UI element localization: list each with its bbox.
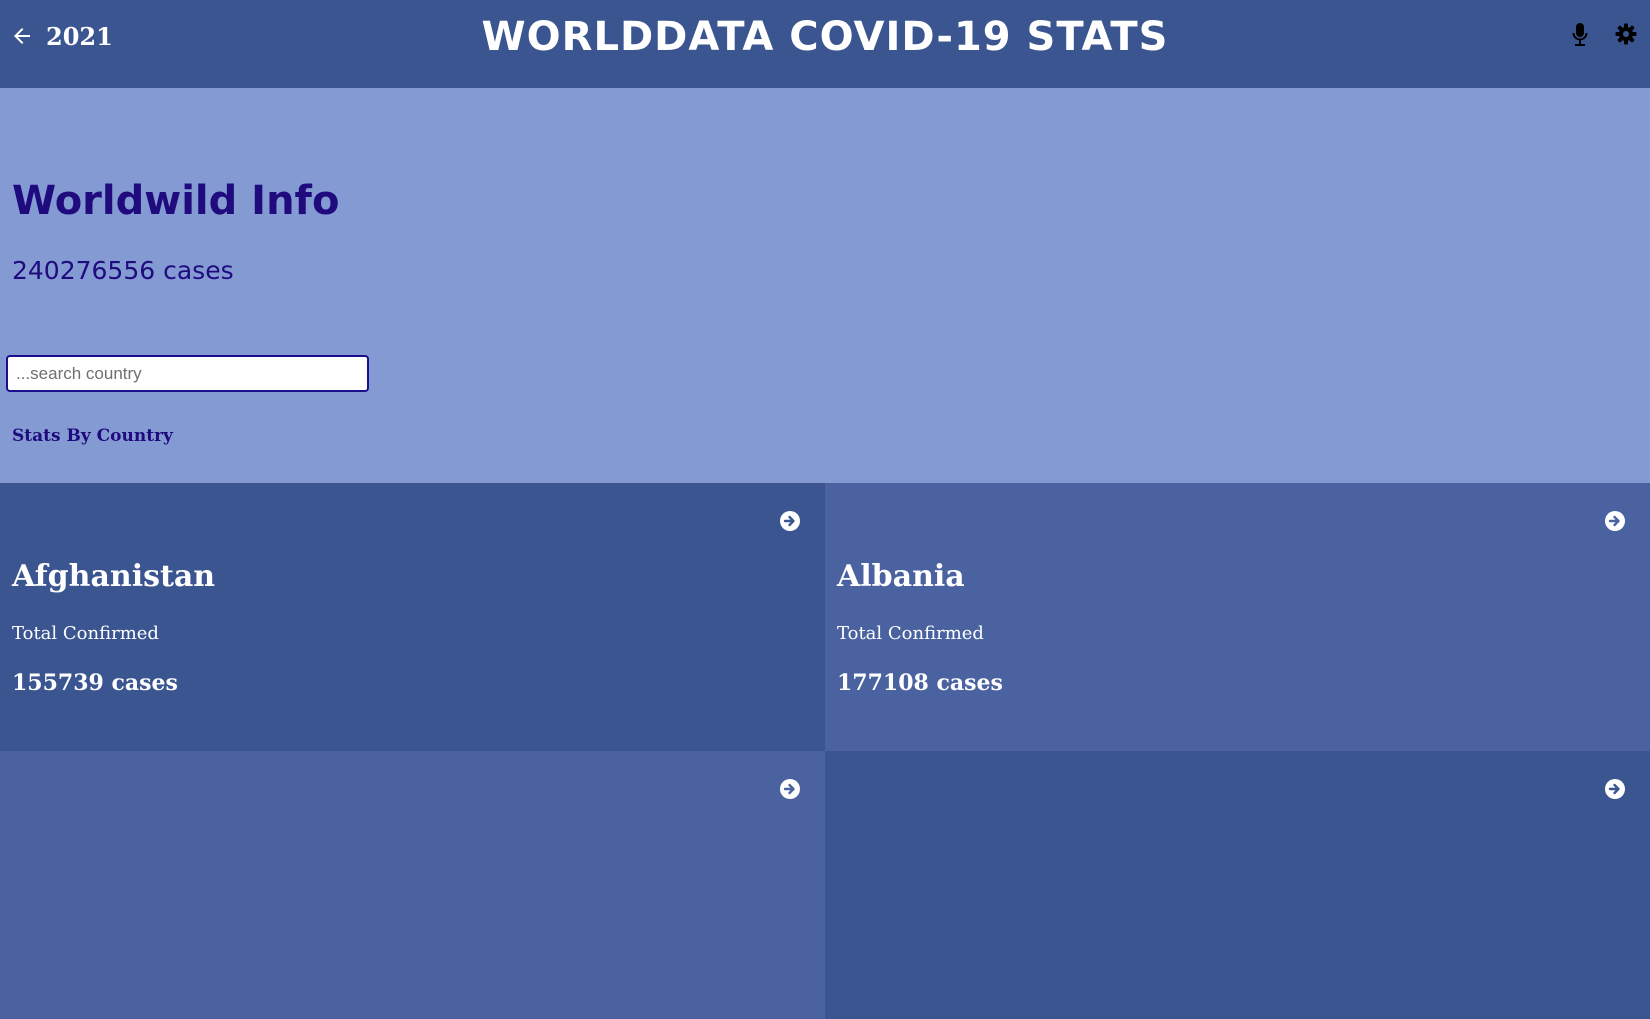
microphone-icon[interactable] — [1572, 22, 1588, 48]
country-card-afghanistan[interactable]: Afghanistan Total Confirmed 155739 cases — [0, 483, 825, 751]
arrow-circle-right-icon[interactable] — [779, 510, 801, 532]
confirmed-cases-value: 177108 cases — [837, 670, 1003, 696]
country-card[interactable] — [825, 751, 1650, 1019]
worldwide-title: Worldwild Info — [12, 178, 340, 224]
stats-by-country-label: Stats By Country — [12, 426, 173, 446]
arrow-left-icon — [14, 28, 30, 44]
total-confirmed-label: Total Confirmed — [837, 623, 984, 644]
country-name: Albania — [837, 559, 965, 594]
year-label: 2021 — [46, 21, 113, 51]
app-title: WORLDDATA COVID-19 STATS — [481, 14, 1169, 60]
country-grid: Afghanistan Total Confirmed 155739 cases… — [0, 483, 1650, 1019]
worldwide-case-count: 240276556 cases — [12, 256, 234, 285]
back-button[interactable]: 2021 — [10, 20, 113, 52]
country-name: Afghanistan — [12, 559, 216, 594]
country-card-albania[interactable]: Albania Total Confirmed 177108 cases — [825, 483, 1650, 751]
search-country-input[interactable] — [6, 355, 369, 392]
arrow-circle-right-icon[interactable] — [1604, 778, 1626, 800]
country-card[interactable] — [0, 751, 825, 1019]
confirmed-cases-value: 155739 cases — [12, 670, 178, 696]
gear-icon[interactable] — [1614, 22, 1638, 46]
arrow-circle-right-icon[interactable] — [1604, 510, 1626, 532]
total-confirmed-label: Total Confirmed — [12, 623, 159, 644]
arrow-circle-right-icon[interactable] — [779, 778, 801, 800]
worldwide-info-section: Worldwild Info 240276556 cases Stats By … — [0, 88, 1650, 483]
app-header: 2021 WORLDDATA COVID-19 STATS — [0, 0, 1650, 88]
